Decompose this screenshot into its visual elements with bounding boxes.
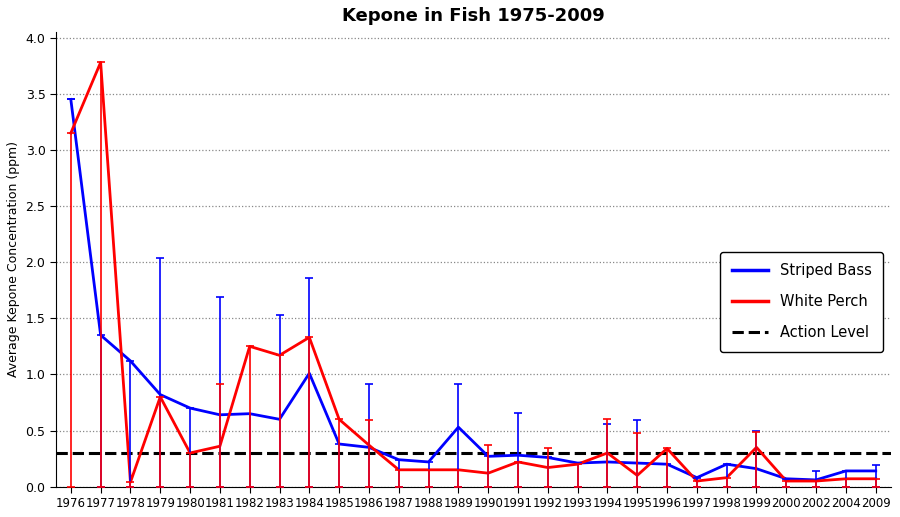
Title: Kepone in Fish 1975-2009: Kepone in Fish 1975-2009 [342, 7, 605, 25]
Y-axis label: Average Kepone Concentration (ppm): Average Kepone Concentration (ppm) [7, 141, 20, 377]
Legend: Striped Bass, White Perch, Action Level: Striped Bass, White Perch, Action Level [720, 252, 883, 352]
